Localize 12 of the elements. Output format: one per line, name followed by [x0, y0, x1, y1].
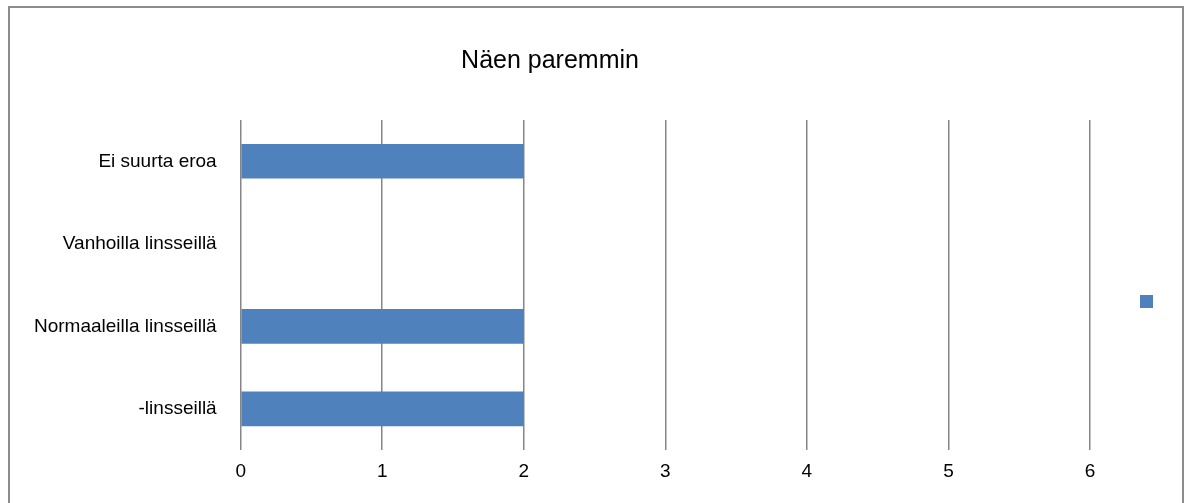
x-tick-label: 6	[1084, 459, 1096, 481]
y-tick-label: -linsseillä	[138, 397, 218, 419]
x-tick-label: 3	[660, 459, 671, 481]
x-tick-label: 5	[943, 459, 954, 481]
x-tick-label: 1	[376, 459, 388, 481]
chart-title: Näen paremmin	[461, 44, 639, 73]
x-tick-label: 0	[235, 459, 246, 481]
y-tick-label: Ei suurta eroa	[98, 149, 218, 171]
y-tick-label: Normaaleilla linsseillä	[33, 314, 218, 336]
y-tick-label: Vanhoilla linsseillä	[62, 232, 218, 254]
x-tick-label: 4	[801, 459, 813, 481]
x-tick-label: 2	[518, 459, 530, 481]
